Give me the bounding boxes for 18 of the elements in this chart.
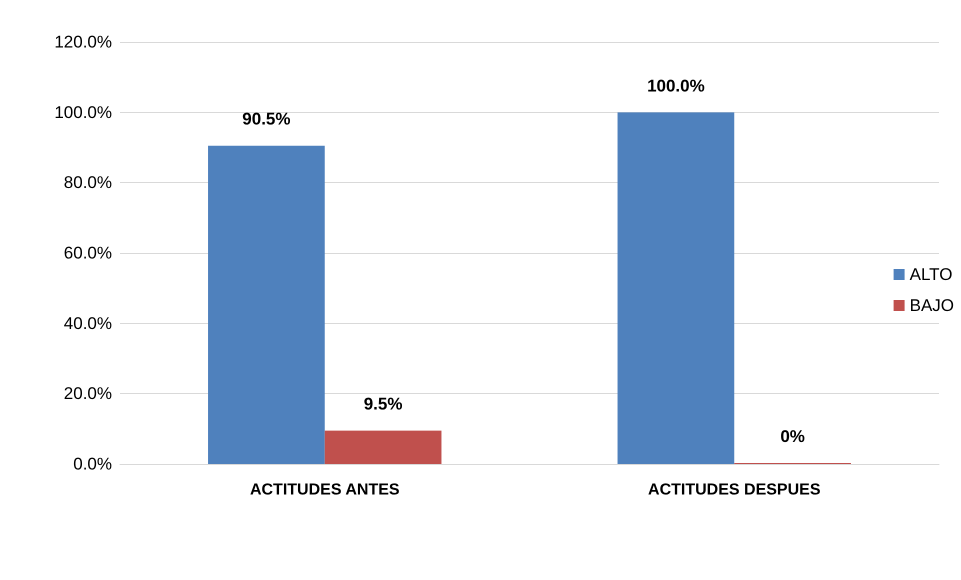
y-tick-label: 0.0% <box>73 454 112 474</box>
legend-label: BAJO <box>910 296 954 315</box>
y-tick-label: 80.0% <box>64 173 112 192</box>
bar <box>208 146 325 464</box>
legend-label: ALTO <box>910 265 952 284</box>
data-label: 0% <box>780 427 805 446</box>
data-label: 9.5% <box>364 394 402 414</box>
data-label: 90.5% <box>242 110 290 129</box>
y-tick-label: 100.0% <box>54 102 112 122</box>
y-tick-label: 120.0% <box>54 32 112 52</box>
x-tick-label: ACTITUDES ANTES <box>250 482 400 498</box>
y-tick-label: 20.0% <box>64 384 112 404</box>
bar <box>324 430 442 464</box>
y-tick-label: 60.0% <box>64 244 112 262</box>
bar <box>618 112 734 464</box>
y-tick-label: 40.0% <box>64 314 112 333</box>
data-label: 100.0% <box>647 76 705 96</box>
x-tick-label: ACTITUDES DESPUES <box>648 482 821 498</box>
